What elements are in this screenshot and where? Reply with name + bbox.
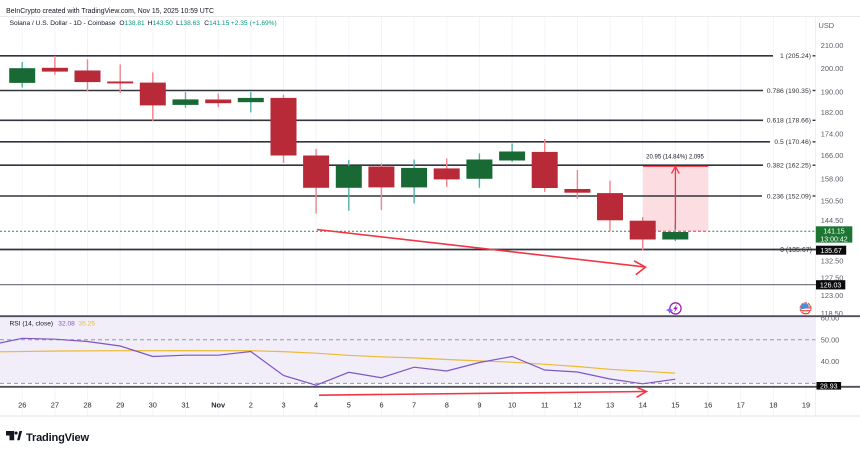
svg-text:60.00: 60.00 <box>821 313 840 322</box>
svg-text:19: 19 <box>802 401 810 410</box>
svg-text:123.00: 123.00 <box>821 291 844 300</box>
svg-text:182.00: 182.00 <box>821 108 844 117</box>
svg-text:20.95 (14.84%) 2,095: 20.95 (14.84%) 2,095 <box>646 155 704 161</box>
svg-text:50.00: 50.00 <box>821 335 840 344</box>
svg-text:11: 11 <box>541 401 549 410</box>
svg-text:0 (135.67): 0 (135.67) <box>780 247 812 254</box>
svg-text:Nov: Nov <box>211 401 226 410</box>
svg-text:13: 13 <box>606 401 614 410</box>
svg-text:174.00: 174.00 <box>821 129 844 138</box>
svg-text:126.03: 126.03 <box>820 282 842 289</box>
svg-text:14: 14 <box>639 401 647 410</box>
svg-text:144.50: 144.50 <box>821 216 844 225</box>
svg-text:TradingView: TradingView <box>26 432 90 444</box>
svg-text:13:00:42: 13:00:42 <box>820 236 847 243</box>
svg-text:8: 8 <box>445 401 449 410</box>
svg-text:USD: USD <box>819 21 835 30</box>
svg-text:132.50: 132.50 <box>821 257 844 266</box>
svg-text:6: 6 <box>379 401 383 410</box>
svg-text:30: 30 <box>149 401 157 410</box>
svg-text:9: 9 <box>477 401 481 410</box>
svg-text:28.93: 28.93 <box>820 383 838 390</box>
svg-text:166.00: 166.00 <box>821 151 844 160</box>
svg-text:7: 7 <box>412 401 416 410</box>
svg-text:118.50: 118.50 <box>821 309 843 318</box>
svg-text:141.15: 141.15 <box>823 229 845 236</box>
svg-text:12: 12 <box>573 401 581 410</box>
svg-text:2: 2 <box>249 401 253 410</box>
svg-text:127.50: 127.50 <box>821 273 844 282</box>
svg-text:158.00: 158.00 <box>821 174 844 183</box>
svg-text:10: 10 <box>508 401 516 410</box>
svg-text:190.00: 190.00 <box>821 87 844 96</box>
svg-text:4: 4 <box>314 401 318 410</box>
svg-text:15: 15 <box>671 401 679 410</box>
svg-text:BeInCrypto created with Tradin: BeInCrypto created with TradingView.com,… <box>6 8 214 15</box>
svg-text:Solana / U.S. Dollar - 1D - Co: Solana / U.S. Dollar - 1D - Coinbase <box>10 20 116 27</box>
svg-text:27: 27 <box>51 401 59 410</box>
svg-text:1 (205.24): 1 (205.24) <box>780 53 811 60</box>
svg-text:5: 5 <box>347 401 351 410</box>
svg-text:200.00: 200.00 <box>821 64 844 73</box>
svg-text:40.00: 40.00 <box>821 357 840 366</box>
svg-text:26: 26 <box>18 401 26 410</box>
svg-text:135.67: 135.67 <box>820 248 842 255</box>
svg-text:29: 29 <box>116 401 124 410</box>
svg-text:17: 17 <box>737 401 745 410</box>
svg-text:0.618 (178.66): 0.618 (178.66) <box>767 118 811 125</box>
svg-text:16: 16 <box>704 401 712 410</box>
svg-text:210.00: 210.00 <box>821 41 844 50</box>
svg-text:0.382 (162.25): 0.382 (162.25) <box>767 163 811 170</box>
svg-text:0.236 (152.09): 0.236 (152.09) <box>767 193 811 200</box>
svg-text:0.5 (170.46): 0.5 (170.46) <box>774 139 811 146</box>
svg-text:18: 18 <box>769 401 777 410</box>
svg-text:31: 31 <box>181 401 189 410</box>
svg-text:150.50: 150.50 <box>821 196 844 205</box>
svg-text:28: 28 <box>83 401 91 410</box>
svg-text:0.786 (190.35): 0.786 (190.35) <box>767 88 811 95</box>
svg-text:3: 3 <box>281 401 285 410</box>
